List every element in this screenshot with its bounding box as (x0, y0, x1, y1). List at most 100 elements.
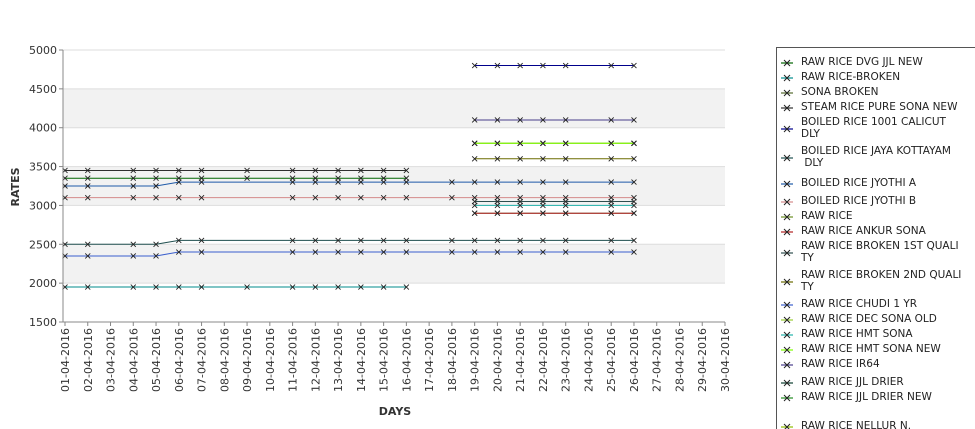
data-point-marker (540, 249, 546, 255)
data-point-marker (562, 210, 569, 217)
x-tick-label: 20-04-2016 (491, 328, 504, 392)
data-point-marker (449, 249, 455, 255)
data-point-marker (471, 62, 478, 69)
y-tick-label: 4000 (29, 122, 57, 135)
legend-marker (781, 228, 793, 236)
series-16 (471, 117, 637, 123)
data-point-marker (494, 140, 501, 147)
data-point-marker (335, 237, 341, 244)
series-line (65, 251, 634, 257)
data-point-marker (312, 179, 319, 185)
legend-marker (781, 213, 793, 221)
legend-marker (781, 346, 793, 354)
data-point-marker (175, 194, 182, 201)
data-point-marker (84, 175, 91, 182)
data-point-marker (198, 179, 205, 185)
data-point-marker (358, 179, 364, 185)
data-point-marker (517, 155, 523, 162)
x-tick-label: 21-04-2016 (514, 328, 527, 392)
data-point-marker (540, 210, 546, 217)
data-point-marker (335, 194, 341, 201)
x-tick-label: 11-04-2016 (287, 328, 300, 392)
x-tick-label: 23-04-2016 (560, 328, 573, 392)
x-tick-label: 12-04-2016 (309, 328, 322, 392)
data-point-marker (358, 237, 364, 244)
data-point-marker (130, 284, 137, 290)
data-point-marker (335, 284, 341, 290)
x-tick-label: 26-04-2016 (628, 328, 641, 392)
y-tick-label: 1500 (29, 316, 57, 329)
legend-marker (781, 361, 793, 369)
legend: RAW RICE DVG JJL NEW RAW RICE-BROKEN SONA … (776, 47, 975, 429)
plot-band (63, 166, 725, 206)
series-6 (62, 179, 637, 189)
data-point-marker (175, 249, 182, 255)
data-point-marker (608, 237, 615, 244)
data-point-marker (608, 140, 615, 147)
data-point-marker (517, 249, 523, 255)
data-point-marker (153, 194, 159, 201)
x-tick-label: 01-04-2016 (59, 328, 72, 392)
data-point-marker (608, 249, 615, 255)
data-point-marker (312, 167, 319, 174)
data-point-marker (175, 179, 182, 185)
data-point-marker (244, 175, 250, 182)
data-point-marker (153, 175, 159, 182)
data-point-marker (608, 210, 615, 217)
data-point-marker (631, 62, 637, 69)
data-point-marker (289, 167, 296, 174)
legend-label: RAW RICE BROKEN 1ST QUALI TY (801, 240, 959, 264)
legend-label: BOILED RICE JAYA KOTTAYAM DLY (801, 145, 951, 169)
legend-label: RAW RICE (801, 210, 853, 222)
data-point-marker (130, 167, 137, 174)
data-point-marker (517, 62, 523, 69)
data-point-marker (471, 202, 478, 209)
data-point-marker (631, 202, 637, 209)
data-point-marker (198, 194, 205, 201)
legend-marker (781, 104, 793, 112)
data-point-marker (289, 179, 296, 185)
y-tick-label: 4500 (29, 83, 57, 96)
data-point-marker (517, 179, 523, 185)
data-point-marker (380, 284, 387, 290)
data-point-marker (153, 241, 159, 248)
x-tick-label: 03-04-2016 (105, 328, 118, 392)
x-tick-label: 02-04-2016 (82, 328, 95, 392)
legend-marker (781, 394, 793, 402)
data-point-marker (335, 249, 341, 255)
data-point-marker (540, 202, 546, 209)
data-point-marker (494, 179, 501, 185)
data-point-marker (175, 167, 182, 174)
legend-marker (781, 59, 793, 67)
data-point-marker (471, 179, 478, 185)
data-point-marker (540, 155, 546, 162)
data-point-marker (380, 194, 387, 201)
legend-marker (781, 154, 793, 162)
legend-label: STEAM RICE PURE SONA NEW (801, 101, 958, 113)
legend-marker (781, 198, 793, 206)
x-tick-label: 18-04-2016 (446, 328, 459, 392)
data-point-marker (540, 237, 546, 244)
legend-label: RAW RICE JJL DRIER (801, 376, 904, 388)
data-point-marker (608, 155, 615, 162)
x-tick-label: 25-04-2016 (605, 328, 618, 392)
x-tick-label: 15-04-2016 (378, 328, 391, 392)
series-4 (471, 62, 637, 69)
data-point-marker (471, 249, 478, 255)
data-point-marker (517, 140, 523, 147)
data-point-marker (153, 253, 159, 259)
legend-marker (781, 316, 793, 324)
data-point-marker (631, 117, 637, 123)
data-point-marker (289, 284, 296, 290)
x-tick-label: 07-04-2016 (196, 328, 209, 392)
legend-label: RAW RICE BROKEN 2ND QUALI TY (801, 269, 962, 293)
data-point-marker (84, 194, 91, 201)
legend-label: RAW RICE HMT SONA (801, 328, 913, 340)
data-point-marker (562, 155, 569, 162)
x-tick-label: 28-04-2016 (673, 328, 686, 392)
data-point-marker (631, 155, 637, 162)
data-point-marker (289, 249, 296, 255)
data-point-marker (517, 237, 523, 244)
data-point-marker (198, 167, 205, 174)
